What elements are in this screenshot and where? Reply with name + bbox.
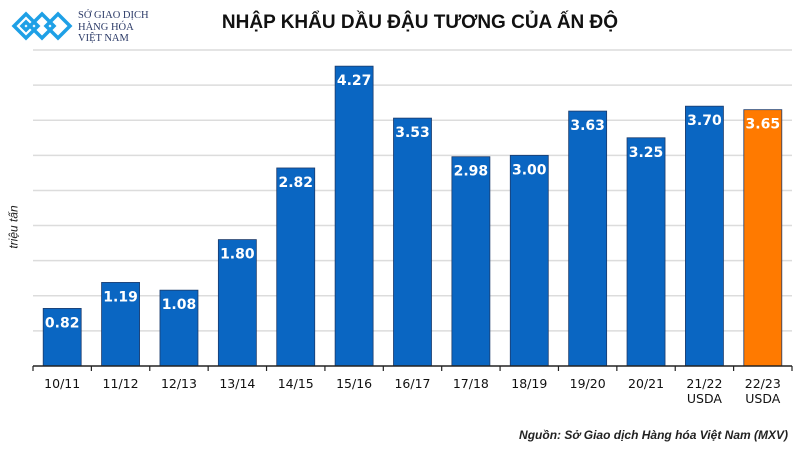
x-tick-label: 21/22 (686, 376, 722, 391)
x-tick-label: 13/14 (219, 376, 255, 391)
bar (217, 239, 257, 367)
chart-title: NHẬP KHẨU DẦU ĐẬU TƯƠNG CỦA ẤN ĐỘ (221, 12, 619, 33)
bar (509, 154, 549, 367)
source-note: Nguồn: Sở Giao dịch Hàng hóa Việt Nam (M… (519, 428, 788, 442)
bar (159, 289, 199, 367)
data-label: 1.08 (162, 297, 197, 313)
bar (101, 282, 140, 367)
x-tick-label: 12/13 (161, 376, 197, 391)
data-label: 3.65 (746, 117, 781, 133)
x-tick-label: 19/20 (570, 376, 606, 391)
logo-text: SỞ GIAO DỊCH HÀNG HÓA VIỆT NAM (78, 10, 149, 45)
logo-line: HÀNG HÓA (78, 21, 134, 33)
x-tick-label: 20/21 (628, 376, 664, 391)
bar (685, 105, 724, 367)
data-label: 3.25 (629, 145, 664, 161)
x-tick-label: 14/15 (278, 376, 314, 391)
bar (42, 308, 82, 367)
data-label: 0.82 (45, 315, 80, 331)
bar (334, 65, 374, 367)
data-label: 3.70 (687, 113, 722, 129)
logo-line: SỞ GIAO DỊCH (78, 10, 149, 21)
data-label: 2.82 (278, 175, 313, 191)
x-tick-label: 15/16 (336, 376, 372, 391)
x-tick-label: 16/17 (394, 376, 430, 391)
bar (743, 109, 783, 367)
x-tick-label: 22/23 (745, 376, 781, 391)
bar (626, 137, 666, 367)
bar (276, 167, 316, 367)
logo-line: VIỆT NAM (78, 33, 129, 44)
x-tick-label: USDA (687, 391, 722, 406)
logo-icon (11, 11, 73, 41)
data-label: 4.27 (337, 73, 372, 89)
bar (393, 117, 432, 367)
data-label: 3.63 (570, 118, 605, 134)
x-tick-label: 18/19 (511, 376, 547, 391)
data-label: 1.80 (220, 247, 255, 263)
bar (568, 110, 608, 367)
data-label: 2.98 (454, 164, 489, 180)
data-label: 3.00 (512, 162, 547, 178)
data-label: 3.53 (395, 125, 430, 141)
x-tick-label: 10/11 (44, 376, 80, 391)
x-tick-label: USDA (745, 391, 780, 406)
bar (451, 156, 491, 367)
x-tick-label: 17/18 (453, 376, 489, 391)
data-label: 1.19 (103, 289, 138, 305)
x-tick-label: 11/12 (103, 376, 139, 391)
